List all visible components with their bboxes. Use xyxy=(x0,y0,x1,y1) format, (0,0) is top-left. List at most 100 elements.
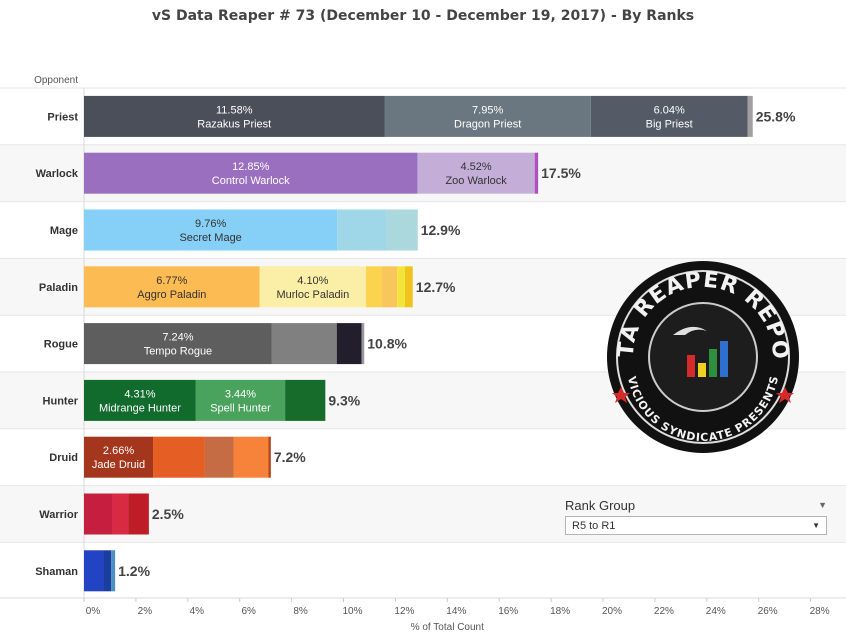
row-label-paladin: Paladin xyxy=(39,282,78,294)
segment-value-label: 2.66% xyxy=(103,445,134,457)
bar-warlock-control-warlock xyxy=(84,152,418,194)
logo-star-right-icon xyxy=(776,387,794,403)
rank-group-filter: Rank Group ▼ R5 to R1 ▼ xyxy=(565,496,827,535)
x-tick-label: 14% xyxy=(446,606,466,617)
filter-menu-caret-icon[interactable]: ▼ xyxy=(818,500,827,510)
bar-priest-big-priest xyxy=(590,95,748,137)
segment-name-label: Jade Druid xyxy=(92,459,145,471)
bar-druid-jade-druid xyxy=(84,436,154,478)
segment-name-label: Dragon Priest xyxy=(454,118,521,130)
bar-mage-segment-1 xyxy=(337,209,387,251)
x-tick-label: 10% xyxy=(342,606,362,617)
logo-rim xyxy=(616,270,790,444)
row-label-shaman: Shaman xyxy=(35,566,78,578)
segment-value-label: 6.77% xyxy=(156,275,187,287)
segment-name-label: Control Warlock xyxy=(212,175,290,187)
bar-rogue-tempo-rogue xyxy=(84,323,272,365)
segment-name-label: Razakus Priest xyxy=(197,118,271,130)
row-label-hunter: Hunter xyxy=(43,395,79,407)
row-label-priest: Priest xyxy=(47,111,78,123)
bar-shaman-segment-1 xyxy=(103,550,112,592)
logo-scythe-icon xyxy=(673,326,707,335)
rank-group-header: Rank Group ▼ xyxy=(565,496,827,514)
segment-value-label: 7.95% xyxy=(472,104,503,116)
x-tick-label: 28% xyxy=(810,606,830,617)
row-label-mage: Mage xyxy=(50,225,78,237)
x-tick-label: 12% xyxy=(394,606,414,617)
bar-druid-segment-1 xyxy=(153,436,205,478)
x-tick-label: 16% xyxy=(498,606,518,617)
logo-bar-blue xyxy=(720,341,728,377)
bar-paladin-aggro-paladin xyxy=(84,266,260,308)
bar-paladin-segment-5 xyxy=(405,266,413,308)
bar-rogue-segment-3 xyxy=(361,323,365,365)
bar-paladin-murloc-paladin xyxy=(259,266,367,308)
bar-priest-segment-3 xyxy=(747,95,753,137)
row-total-label: 7.2% xyxy=(274,449,306,465)
x-tick-label: 6% xyxy=(241,606,256,617)
bar-mage-secret-mage xyxy=(84,209,338,251)
bar-druid-segment-2 xyxy=(204,436,234,478)
x-tick-label: 2% xyxy=(138,606,153,617)
segment-name-label: Aggro Paladin xyxy=(137,289,206,301)
segment-value-label: 4.10% xyxy=(297,275,328,287)
x-axis-title: % of Total Count xyxy=(411,622,484,633)
row-label-druid: Druid xyxy=(49,452,78,464)
x-tick-label: 24% xyxy=(706,606,726,617)
bar-warlock-segment-2 xyxy=(534,152,539,194)
segment-name-label: Spell Hunter xyxy=(210,402,271,414)
bar-hunter-segment-2 xyxy=(285,379,326,421)
segment-value-label: 6.04% xyxy=(654,104,685,116)
chevron-down-icon: ▼ xyxy=(812,521,820,530)
row-label-rogue: Rogue xyxy=(44,339,78,351)
bar-paladin-segment-2 xyxy=(366,266,382,308)
logo-inner-disc xyxy=(648,302,758,412)
bar-druid-segment-3 xyxy=(233,436,269,478)
segment-value-label: 4.52% xyxy=(461,161,492,173)
row-total-label: 10.8% xyxy=(367,336,407,352)
segment-name-label: Tempo Rogue xyxy=(144,346,213,358)
x-tick-label: 20% xyxy=(602,606,622,617)
logo-bar-red xyxy=(687,355,695,377)
row-total-label: 12.7% xyxy=(416,279,456,295)
row-total-label: 25.8% xyxy=(756,108,796,124)
logo-bar-green xyxy=(709,349,717,377)
bar-paladin-segment-3 xyxy=(381,266,398,308)
segment-name-label: Secret Mage xyxy=(179,232,241,244)
x-tick-label: 18% xyxy=(550,606,570,617)
segment-name-label: Murloc Paladin xyxy=(276,289,349,301)
row-total-label: 9.3% xyxy=(328,392,360,408)
segment-name-label: Zoo Warlock xyxy=(445,175,507,187)
segment-value-label: 12.85% xyxy=(232,161,270,173)
bar-druid-segment-4 xyxy=(268,436,271,478)
segment-value-label: 9.76% xyxy=(195,218,226,230)
bar-rogue-segment-2 xyxy=(336,323,362,365)
x-tick-label: 8% xyxy=(293,606,308,617)
segment-value-label: 4.31% xyxy=(124,388,155,400)
bar-shaman-segment-0 xyxy=(84,550,104,592)
rank-group-dropdown[interactable]: R5 to R1 ▼ xyxy=(565,516,827,535)
rank-group-label: Rank Group xyxy=(565,497,636,513)
row-total-label: 17.5% xyxy=(541,165,581,181)
row-axis-title: Opponent xyxy=(34,75,78,86)
row-total-label: 12.9% xyxy=(421,222,461,238)
segment-name-label: Midrange Hunter xyxy=(99,402,181,414)
segment-value-label: 7.24% xyxy=(162,332,193,344)
bar-shaman-segment-2 xyxy=(111,550,116,592)
bar-hunter-spell-hunter xyxy=(195,379,286,421)
logo-star-left-icon xyxy=(612,387,630,403)
bar-mage-segment-2 xyxy=(386,209,418,251)
logo-bar-yellow xyxy=(698,363,706,377)
bar-priest-razakus-priest xyxy=(84,95,385,137)
row-total-label: 1.2% xyxy=(118,563,150,579)
bar-paladin-segment-4 xyxy=(397,266,406,308)
row-label-warrior: Warrior xyxy=(39,509,78,521)
segment-value-label: 3.44% xyxy=(225,388,256,400)
segment-value-label: 11.58% xyxy=(216,104,253,116)
segment-name-label: Big Priest xyxy=(646,118,693,130)
x-tick-label: 22% xyxy=(654,606,674,617)
bar-warrior-segment-2 xyxy=(128,493,149,535)
bar-warrior-segment-0 xyxy=(84,493,113,535)
bar-hunter-midrange-hunter xyxy=(84,379,196,421)
